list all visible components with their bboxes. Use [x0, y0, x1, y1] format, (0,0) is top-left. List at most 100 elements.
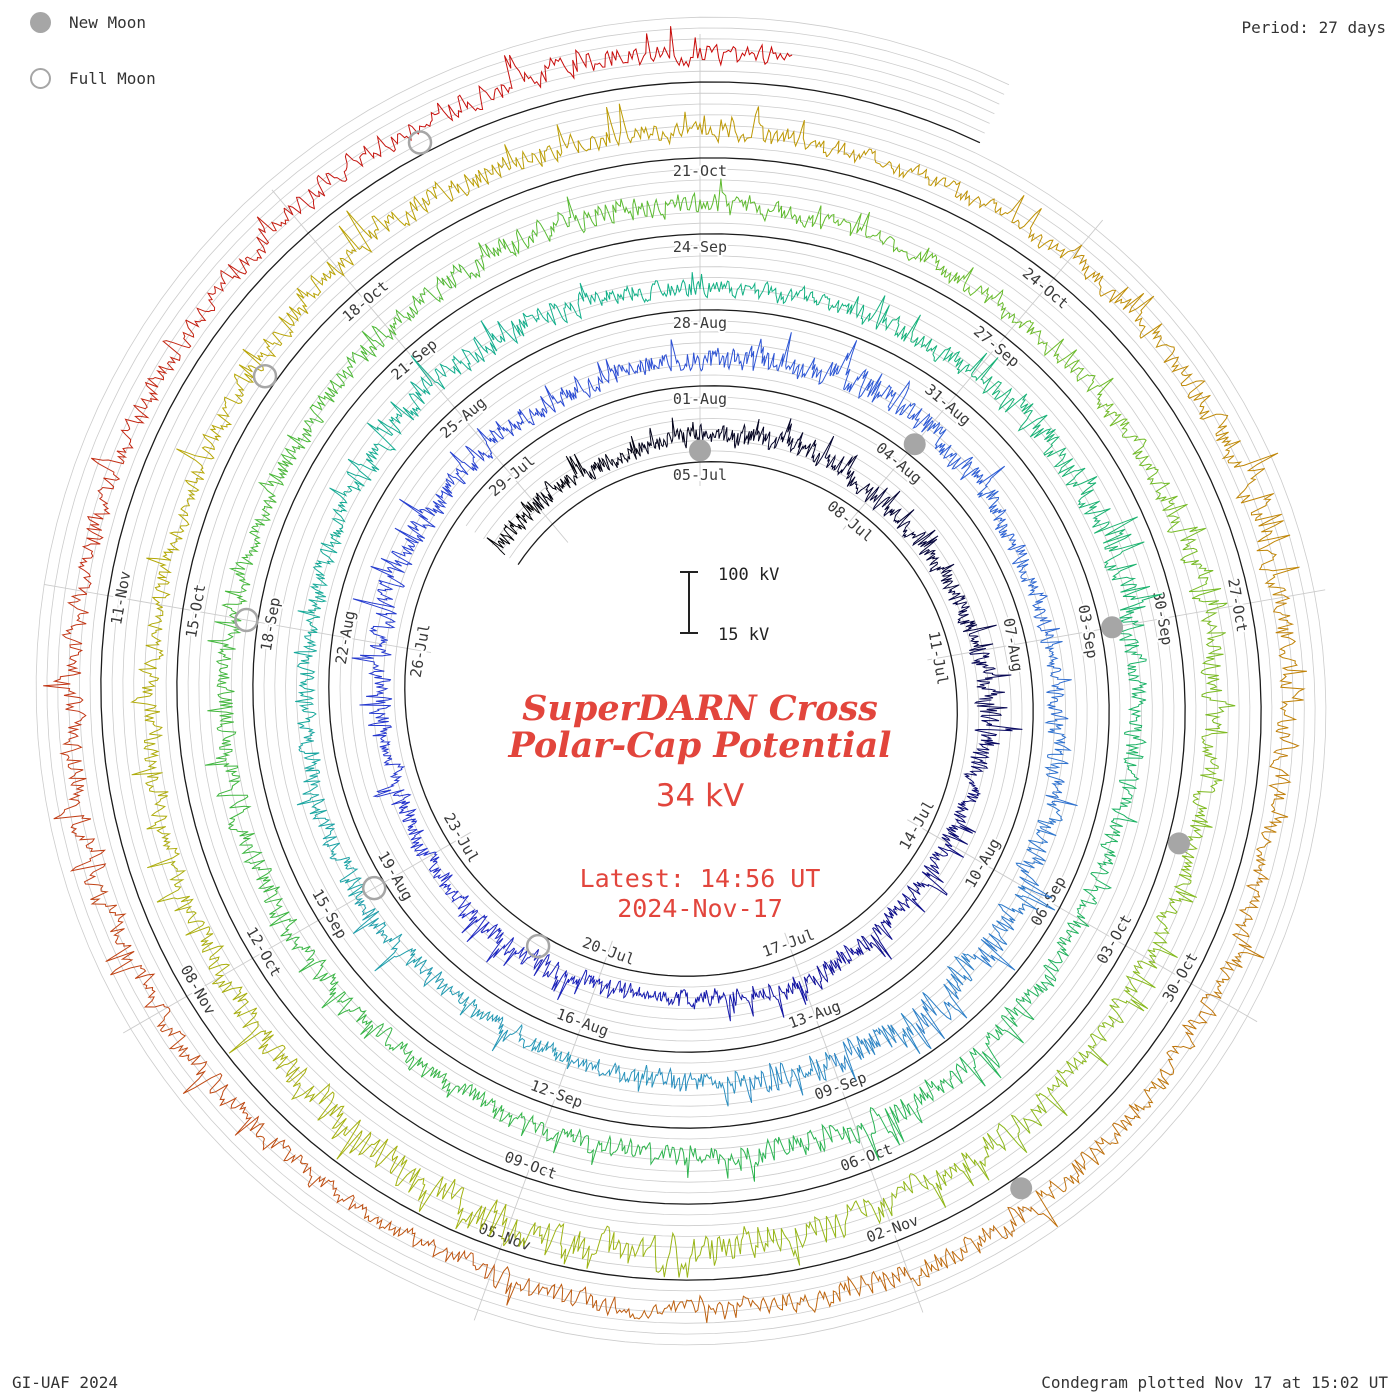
potential-series-segment	[293, 631, 317, 726]
new-moon-icon	[30, 11, 51, 33]
potential-series-segment	[793, 284, 890, 330]
date-tick-label: 08-Jul	[824, 497, 877, 546]
potential-series-segment	[1044, 719, 1078, 807]
grid-spiral	[78, 59, 1284, 1303]
full-moon-marker	[361, 875, 387, 901]
potential-series-segment	[735, 976, 809, 1018]
potential-series-segment	[856, 1078, 954, 1161]
potential-series-segment	[337, 180, 442, 277]
potential-series-segment	[547, 26, 699, 80]
potential-series-segment	[285, 936, 367, 1023]
potential-series-segment	[912, 952, 977, 1049]
potential-series-segment	[419, 959, 494, 1022]
potential-series-segment	[77, 450, 128, 595]
potential-series-segment	[954, 181, 1075, 259]
potential-series-segment	[649, 1142, 757, 1182]
potential-series-segment	[882, 1133, 994, 1217]
potential-series-segment	[446, 1082, 545, 1137]
potential-series-segment	[352, 897, 427, 972]
potential-series-segment	[363, 1211, 495, 1280]
scale-bottom-label: 15 kV	[718, 625, 769, 645]
potential-series-segment	[665, 988, 737, 1022]
potential-series-segment	[391, 789, 437, 856]
potential-series-segment	[176, 364, 256, 484]
potential-series-segment	[1163, 346, 1243, 468]
potential-series-segment	[221, 514, 272, 622]
potential-series-segment	[544, 359, 620, 413]
potential-series-segment	[249, 1120, 367, 1212]
potential-series-segment	[510, 282, 604, 337]
potential-series-segment	[811, 205, 922, 262]
potential-series-segment	[476, 395, 554, 454]
potential-series-segment	[360, 1020, 451, 1090]
potential-series-segment	[776, 332, 864, 393]
full-moon-marker	[407, 130, 433, 155]
potential-series-segment	[390, 1155, 508, 1246]
potential-series-segment	[598, 978, 667, 1002]
plotted-timestamp-label: Condegram plotted Nov 17 at 15:02 UT	[1041, 1373, 1388, 1392]
potential-series-segment	[906, 841, 964, 901]
potential-series-segment	[858, 893, 926, 960]
potential-series-segment	[440, 124, 568, 203]
potential-series-segment	[368, 719, 406, 798]
potential-series-segment	[926, 420, 1006, 487]
potential-series-segment	[963, 715, 1023, 781]
potential-series-segment	[755, 1123, 860, 1167]
legend-full-moon: Full Moon	[30, 66, 156, 90]
potential-series-segment	[147, 860, 231, 985]
potential-series-segment	[583, 435, 641, 481]
potential-series-segment	[949, 997, 1035, 1087]
date-tick-label: 17-Jul	[760, 925, 817, 960]
potential-series-segment	[366, 375, 433, 460]
grid-spiral	[57, 38, 1305, 1324]
potential-series-segment	[503, 1219, 639, 1269]
potential-series-segment	[1096, 399, 1170, 500]
date-tick-label: 24-Sep	[673, 238, 727, 256]
potential-series-segment	[629, 1294, 773, 1323]
potential-series-segment	[1272, 594, 1307, 732]
potential-series-segment	[697, 178, 814, 229]
potential-series-segment	[476, 196, 586, 272]
date-tick-label: 09-Sep	[812, 1068, 869, 1103]
potential-series-segment	[428, 854, 479, 919]
potential-series-segment	[566, 103, 699, 154]
potential-series-segment	[816, 435, 874, 502]
potential-series-segment	[296, 724, 327, 817]
potential-series-segment	[583, 191, 699, 227]
potential-series-segment	[969, 648, 1012, 716]
potential-series-segment	[830, 1012, 932, 1081]
date-tick-label: 21-Oct	[673, 162, 727, 180]
potential-series-segment	[116, 319, 195, 453]
potential-series-segment	[185, 207, 290, 328]
new-moon-marker	[689, 439, 711, 462]
potential-series-segment	[803, 938, 864, 994]
potential-series-segment	[531, 948, 601, 1001]
period-label: Period: 27 days	[1241, 18, 1387, 37]
full-moon-marker	[234, 607, 259, 633]
grid-spiral	[35, 16, 1327, 1346]
potential-series-segment	[542, 1128, 651, 1165]
potential-series-segment	[745, 1052, 832, 1104]
potential-series-segment	[971, 357, 1056, 441]
potential-series-segment	[919, 247, 1015, 323]
potential-series-segment	[1012, 559, 1060, 637]
potential-series-segment	[941, 779, 982, 845]
new-moon-marker	[903, 433, 926, 456]
full-moon-icon	[30, 67, 51, 89]
potential-series-segment	[1014, 320, 1114, 401]
full-moon-marker	[525, 933, 551, 959]
potential-series-segment	[1040, 636, 1072, 720]
potential-series-segment	[637, 1226, 766, 1278]
potential-series-segment	[885, 314, 988, 375]
date-tick-label: 20-Jul	[580, 933, 637, 968]
potential-series-segment	[388, 259, 481, 336]
potential-series-segment	[772, 1266, 914, 1314]
potential-series-segment	[238, 837, 298, 942]
grid-spiral	[68, 49, 1294, 1313]
potential-series-segment	[242, 261, 339, 372]
potential-series-segment	[297, 541, 338, 633]
potential-series-segment	[290, 1082, 399, 1174]
date-tick-label: 01-Aug	[673, 390, 727, 408]
